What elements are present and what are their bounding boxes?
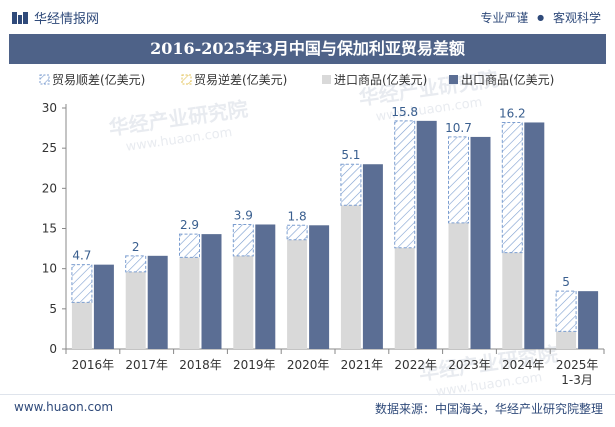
legend-label: 贸易顺差(亿美元) [52, 72, 145, 87]
import-bar [448, 222, 469, 349]
bars [71, 120, 599, 350]
x-tick-label: 2017年 [125, 358, 168, 372]
x-tick-label-line: 1-3月 [561, 373, 593, 387]
tagline: 专业严谨 ● 客观科学 [480, 9, 601, 26]
import-bar [125, 271, 146, 349]
surplus-value-label: 4.7 [72, 249, 91, 263]
y-tick-label: 0 [49, 342, 57, 356]
legend-label: 出口商品(亿美元) [461, 72, 554, 87]
export-bar [201, 234, 222, 349]
y-tick-label: 5 [49, 302, 57, 316]
export-bar [578, 291, 599, 349]
tagline-dot: ● [537, 13, 545, 22]
x-tick-label: 2023年 [448, 358, 491, 372]
x-tick-label: 2019年 [233, 358, 276, 372]
export-bar [255, 224, 276, 349]
x-tick-label: 2020年 [287, 358, 330, 372]
y-tick-label: 25 [42, 141, 57, 155]
export-bar [309, 225, 330, 349]
surplus-bar [232, 223, 254, 257]
tagline-left: 专业严谨 [480, 11, 529, 25]
export-bar [147, 255, 168, 349]
import-bar [179, 257, 200, 349]
legend-label: 进口商品(亿美元) [334, 72, 427, 87]
legend-label: 贸易逆差(亿美元) [194, 72, 287, 87]
x-tick-label: 2016年 [72, 358, 115, 372]
export-bar [470, 136, 491, 349]
surplus-bar [286, 224, 308, 241]
surplus-value-label: 5.1 [341, 148, 360, 162]
data-labels: 4.7 2 2.9 3.9 1.8 5.1 15.8 10.7 16.2 5 [72, 105, 570, 289]
logo-icon [12, 11, 28, 24]
surplus-bar [555, 290, 577, 332]
surplus-bar [179, 233, 200, 258]
y-tick-label: 30 [42, 101, 57, 115]
export-bar [524, 122, 545, 350]
import-bar [233, 255, 254, 349]
x-tick-label: 2022年 [394, 358, 437, 372]
surplus-bar [71, 264, 93, 303]
x-tick-label: 2025年 1-3月 [556, 358, 599, 387]
surplus-value-label: 3.9 [234, 208, 253, 222]
export-bar [362, 164, 383, 349]
import-bar [556, 331, 577, 349]
surplus-value-label: 16.2 [499, 106, 526, 120]
surplus-value-label: 1.8 [288, 209, 307, 223]
y-tick-label: 15 [42, 222, 57, 236]
surplus-bar [125, 255, 147, 273]
legend: 贸易顺差(亿美元) 贸易逆差(亿美元) 进口商品(亿美元) 出口商品(亿美元) [39, 72, 554, 87]
brand-name: 华经情报网 [34, 12, 100, 27]
x-tick-label: 2021年 [341, 358, 384, 372]
footer-divider [0, 394, 615, 395]
legend-swatch-surplus [39, 74, 50, 85]
surplus-value-label: 2.9 [180, 218, 199, 232]
surplus-value-label: 5 [562, 275, 570, 289]
brand: 华经情报网 [12, 8, 99, 27]
x-tick-label-line: 2025年 [556, 358, 599, 372]
import-bar [502, 252, 523, 349]
footer-website: www.huaon.com [14, 400, 114, 414]
surplus-bar [448, 136, 469, 224]
top-bar: 华经情报网 专业严谨 ● 客观科学 [0, 0, 615, 34]
tagline-right: 客观科学 [552, 11, 601, 25]
surplus-bar [394, 120, 416, 249]
footer-source: 数据来源：中国海关，华经产业研究院整理 [374, 402, 603, 416]
surplus-bar [340, 163, 362, 206]
legend-swatch-export [449, 75, 458, 84]
import-bar [287, 239, 308, 349]
surplus-value-label: 2 [132, 240, 140, 254]
y-tick-label: 10 [42, 262, 57, 276]
surplus-value-label: 10.7 [445, 121, 472, 135]
y-tick-label: 20 [42, 181, 57, 195]
import-bar [394, 247, 415, 349]
legend-swatch-import [322, 75, 331, 84]
import-bar [71, 302, 92, 349]
x-tick-label: 2018年 [179, 358, 222, 372]
export-bar [416, 120, 437, 349]
import-bar [340, 205, 361, 349]
legend-swatch-deficit [181, 74, 192, 85]
surplus-value-label: 15.8 [391, 105, 418, 119]
surplus-bar [501, 121, 523, 254]
chart-title: 2016-2025年3月中国与保加利亚贸易差额 [9, 34, 606, 64]
x-tick-label: 2024年 [502, 358, 545, 372]
export-bar [93, 264, 114, 349]
